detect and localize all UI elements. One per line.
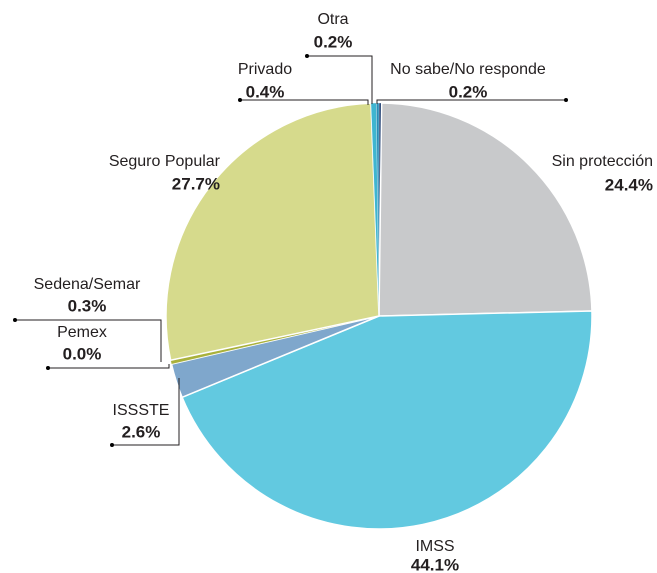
pie-slice <box>378 102 593 317</box>
slice-label: Seguro Popular <box>109 153 221 170</box>
slice-value: 24.4% <box>605 175 653 194</box>
slice-label: No sabe/No responde <box>390 61 546 78</box>
slice-value: 0.2% <box>314 32 353 51</box>
slice-label: ISSSTE <box>113 402 170 419</box>
pie-slice <box>376 102 380 317</box>
leader-line <box>240 99 369 105</box>
leader-dot <box>46 366 50 370</box>
slice-value: 27.7% <box>172 174 220 193</box>
slice-label: Privado <box>238 61 292 78</box>
pie-slice <box>181 310 593 530</box>
slice-value: 0.3% <box>68 296 107 315</box>
leader-dot <box>110 443 114 447</box>
slice-value: 0.4% <box>246 82 285 101</box>
leader-line <box>112 378 180 446</box>
slice-label: IMSS <box>415 538 454 555</box>
pie-slice <box>165 102 380 362</box>
leader-line <box>15 319 162 362</box>
slice-value: 0.2% <box>449 82 488 101</box>
leader-dot <box>564 98 568 102</box>
slice-value: 2.6% <box>122 422 161 441</box>
slice-label: Otra <box>317 11 348 28</box>
leader-line <box>307 55 373 104</box>
labels: No sabe/No responde 0.2% Sin protección 24.… <box>34 11 653 573</box>
slice-value: 0.0% <box>63 344 102 363</box>
leader-lines <box>13 54 568 447</box>
slice-label: Sin protección <box>552 153 653 170</box>
slice-label: Sedena/Semar <box>34 276 141 293</box>
leader-line <box>48 364 170 369</box>
leader-dot <box>305 54 309 58</box>
slice-value: 44.1% <box>411 555 459 573</box>
leader-dot <box>238 98 242 102</box>
leader-line <box>376 99 566 104</box>
pie <box>165 102 593 530</box>
slice-label: Pemex <box>57 324 107 341</box>
leader-dot <box>13 318 17 322</box>
